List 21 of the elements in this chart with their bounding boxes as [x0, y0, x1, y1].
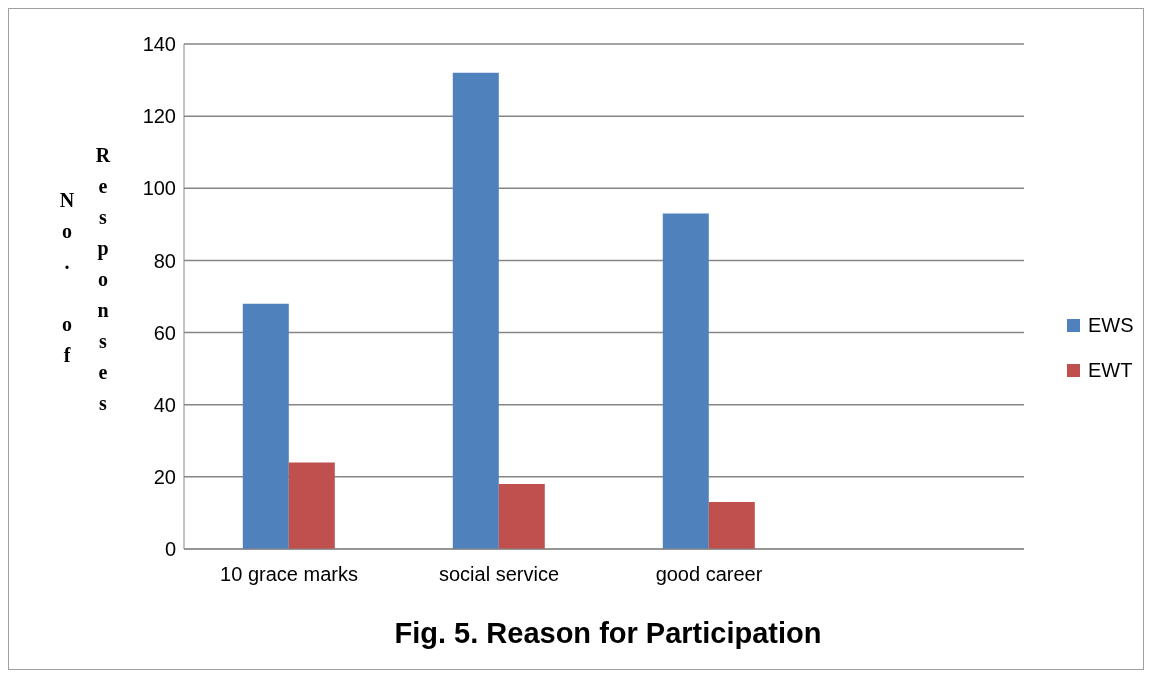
bar: [242, 303, 289, 549]
y-tick-label: 40: [153, 393, 176, 416]
x-tick-label: good career: [655, 563, 763, 586]
bar: [498, 484, 545, 549]
bar: [708, 502, 755, 549]
text: Fig. 5. Reason for Participation: [393, 617, 823, 650]
y-tick-label: 0: [164, 538, 176, 561]
x-tick-label: social service: [438, 563, 560, 586]
y-tick-label: 60: [153, 321, 176, 344]
y-tick-label: 80: [153, 249, 176, 272]
y-tick-label: 120: [142, 105, 176, 128]
bar: [662, 213, 709, 549]
y-tick-label: 140: [142, 33, 176, 56]
bar: [288, 462, 335, 549]
y-tick-label: 20: [153, 465, 176, 488]
x-tick-label: 10 grace marks: [220, 563, 358, 586]
legend-label: EWS: [1088, 314, 1134, 337]
legend-label: EWT: [1088, 359, 1133, 382]
bar: [452, 72, 499, 549]
y-axis-title: No. of Responses: [55, 144, 115, 423]
y-tick-label: 100: [142, 177, 176, 200]
